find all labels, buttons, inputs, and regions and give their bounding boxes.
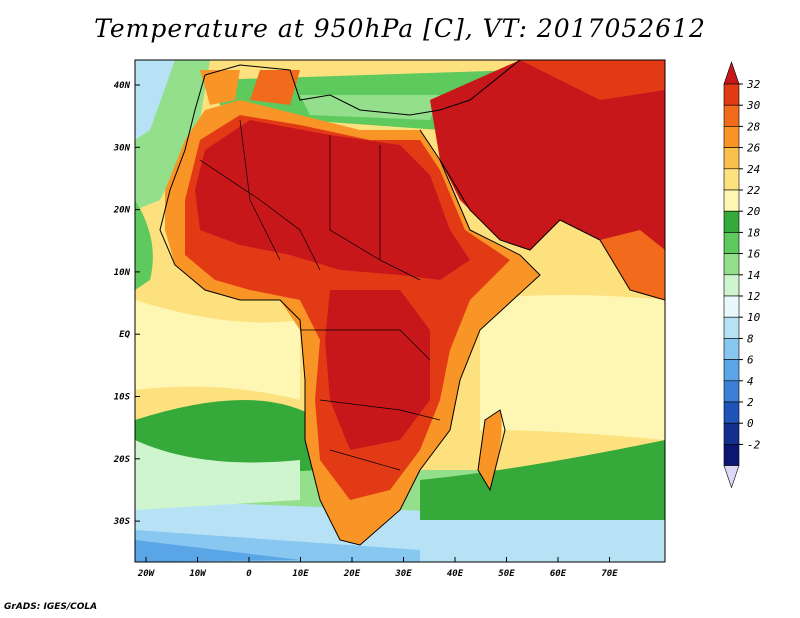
sahara-hottest [195, 120, 470, 280]
latitude-axis: 40N 30N 20N 10N EQ 10S 20S 30S [113, 81, 140, 527]
colorbar-label: 26 [747, 142, 761, 155]
colorbar-segment [723, 274, 740, 297]
colorbar-label: 10 [747, 311, 761, 324]
colorbar-segment [723, 232, 740, 254]
colorbar-label: 22 [747, 184, 761, 197]
colorbar-label: -2 [747, 438, 761, 451]
plot-area [135, 60, 665, 562]
lon-tick-label: 70E [601, 569, 618, 579]
band-equatorial-atlantic [135, 300, 300, 400]
colorbar-segment [723, 380, 740, 403]
colorbar-segment [723, 189, 740, 212]
central-asia-warm [520, 60, 665, 100]
india-south [600, 230, 665, 300]
band-southern-coldest [135, 540, 300, 562]
lat-tick-label: EQ [119, 330, 130, 340]
lat-tick-label: 20N [113, 206, 131, 216]
coastlines [159, 60, 665, 546]
plot-frame [134, 59, 666, 563]
band-indian-ocean [480, 295, 665, 440]
lon-tick-label: 50E [498, 569, 515, 579]
grads-credit: GrADS: IGES/COLA [4, 602, 98, 612]
colorbar-label: 2 [747, 396, 754, 409]
map-title: Temperature at 950hPa [C], VT: 201705261… [94, 14, 706, 43]
colorbar-segment [723, 295, 740, 318]
iberia-west [200, 70, 240, 105]
lon-tick-label: 20E [343, 569, 361, 579]
lon-tick-label: 10E [292, 569, 309, 579]
lon-tick-label: 0 [246, 569, 252, 579]
colorbar-top-arrow [723, 61, 740, 85]
colorbar-label: 30 [746, 99, 761, 112]
colorbar-segment [723, 126, 740, 148]
lon-tick-label: 30E [394, 569, 412, 579]
band-atlantic-east [135, 200, 153, 290]
colorbar-segment [723, 168, 740, 191]
colorbar-label: 14 [747, 269, 760, 282]
colorbar-label: 24 [747, 163, 760, 176]
colorbar-label: 18 [747, 226, 761, 239]
lon-tick-label: 10W [189, 569, 207, 579]
colorbar-segment [723, 316, 740, 339]
colorbar-segment [723, 104, 740, 127]
lat-tick-label: 30S [113, 517, 131, 527]
colorbar-segment [723, 253, 740, 276]
colorbar-segment [723, 401, 740, 424]
lat-tick-label: 10N [114, 268, 131, 278]
country-borders [199, 119, 441, 471]
colorbar-label: 28 [747, 120, 761, 133]
band-indian-south-green [420, 440, 665, 520]
band-north-atlantic-cool [135, 60, 175, 140]
colorbar-segment [723, 338, 740, 360]
iberia-warm [250, 70, 300, 105]
lat-tick-label: 10S [114, 393, 131, 403]
lon-tick-label: 60E [550, 569, 567, 579]
colorbar-segment [723, 210, 740, 233]
colorbar-label: 16 [747, 248, 761, 261]
lat-tick-label: 20S [113, 455, 131, 465]
lat-tick-label: 40N [114, 81, 131, 91]
colorbar-label: 8 [747, 332, 754, 345]
colorbar-segment [723, 444, 740, 466]
colorbar-label: 32 [746, 78, 761, 91]
colorbar-label: 12 [747, 290, 761, 303]
colorbar-label: 4 [747, 375, 754, 388]
colorbar-segment [723, 359, 740, 382]
lon-tick-label: 40E [447, 569, 464, 579]
lon-tick-label: 20W [137, 569, 156, 579]
colorbar-segment [723, 147, 740, 170]
longitude-axis: 20W 10W 0 10E 20E 30E 40E 50E 60E 70E [137, 557, 618, 579]
colorbar-label: 6 [747, 354, 754, 367]
lat-tick-label: 30N [113, 143, 131, 153]
band-mediterranean-cool [300, 95, 440, 120]
colorbar-label: 0 [747, 417, 754, 430]
colorbar-segment [723, 83, 740, 106]
band-atlantic-cool [135, 440, 300, 510]
colorbar-bottom-arrow [723, 465, 740, 489]
colorbar-segment [723, 422, 740, 445]
colorbar-label: 20 [747, 205, 761, 218]
